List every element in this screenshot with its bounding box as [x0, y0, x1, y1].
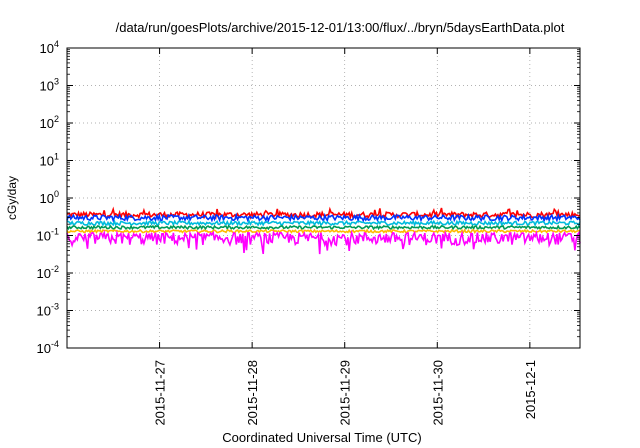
y-axis-label: cGy/day: [5, 176, 19, 220]
series-group: [66, 206, 581, 255]
grid: [67, 48, 580, 348]
series-line: [66, 206, 581, 221]
y-tick-label: 10-2: [37, 264, 59, 281]
x-tick-label: 2015-11-27: [153, 360, 168, 426]
x-tick-label: 2015-11-29: [338, 360, 353, 426]
y-tick-label: 103: [40, 77, 59, 94]
y-tick-label: 10-4: [37, 339, 59, 356]
y-tick-label: 10-3: [37, 302, 59, 319]
series-line: [66, 229, 581, 255]
y-tick-label: 10-1: [37, 227, 59, 244]
x-tick-label: 2015-12-1: [523, 360, 538, 419]
x-tick-label: 2015-11-28: [245, 360, 260, 426]
x-axis-ticks: 2015-11-27 2015-11-28 2015-11-29 2015-11-30…: [153, 48, 538, 426]
x-axis-label: Coordinated Universal Time (UTC): [222, 430, 421, 445]
series-line: [66, 219, 581, 228]
chart-title: /data/run/goesPlots/archive/2015-12-01/1…: [116, 20, 565, 35]
y-tick-label: 102: [40, 114, 59, 131]
series-line: [66, 224, 581, 231]
x-tick-label: 2015-11-30: [430, 360, 445, 426]
y-axis-ticks: 104 103 102 101 100 10-1 10-2 10-3 10-4: [37, 39, 580, 356]
series-line: [66, 228, 581, 235]
y-tick-label: 100: [40, 189, 59, 206]
y-tick-label: 101: [40, 152, 59, 169]
y-tick-label: 104: [40, 39, 59, 56]
